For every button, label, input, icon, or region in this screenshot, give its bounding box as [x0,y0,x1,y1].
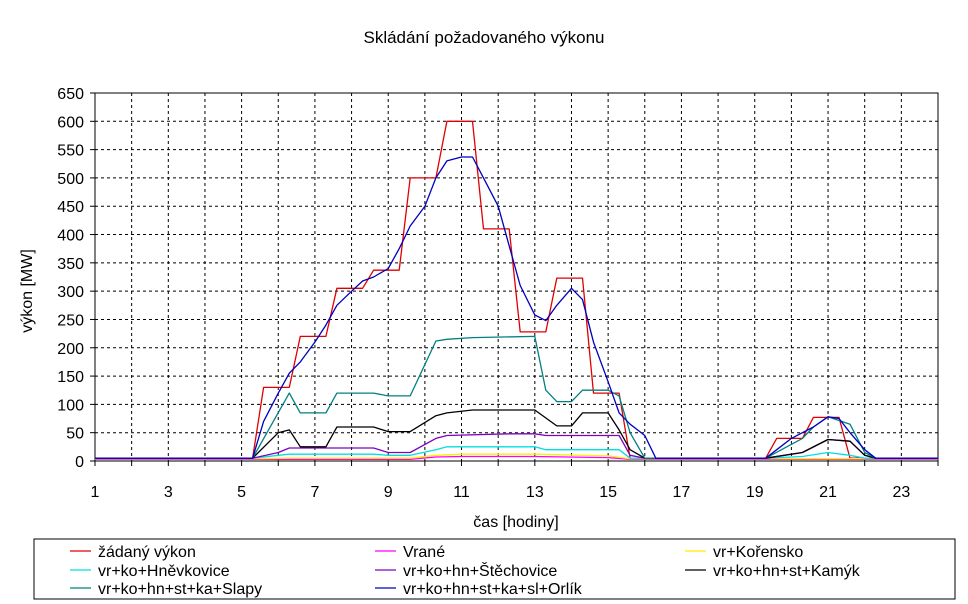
series-line-6 [95,335,938,459]
x-tick-label: 17 [673,484,691,501]
x-tick-label: 21 [819,484,837,501]
x-axis-ticks: 1 3 5 7 9 11 13 15 17 19 21 23 [91,461,939,501]
y-tick-label: 550 [57,143,84,160]
y-tick-label: 400 [57,228,84,245]
x-tick-label: 1 [91,484,100,501]
x-axis-label: čas [hodiny] [473,514,558,531]
y-tick-label: 350 [57,256,84,273]
legend-label: vr+ko+Hněvkovice [98,563,230,580]
y-axis-ticks: 0 50 100 150 200 250 300 350 400 450 500 550 600 650 [57,86,95,471]
series-line-7 [95,156,938,459]
plot-area-frame [94,92,939,462]
x-tick-label: 7 [310,484,319,501]
y-tick-label: 200 [57,341,84,358]
series-line-3 [95,446,938,459]
chart-title: Skládání požadovaného výkonu [363,28,604,47]
y-tick-label: 450 [57,199,84,216]
x-tick-label: 3 [164,484,173,501]
y-tick-label: 600 [57,114,84,131]
y-tick-label: 650 [57,86,84,103]
y-tick-label: 300 [57,284,84,301]
series-line-0 [95,120,938,459]
legend-label: vr+ko+hn+st+ka+sl+Orlík [403,581,583,598]
legend-box [33,538,956,600]
series-line-1 [95,455,938,460]
gridlines [95,93,938,461]
y-tick-label: 500 [57,171,84,188]
y-tick-label: 150 [57,369,84,386]
x-tick-label: 19 [746,484,764,501]
x-tick-label: 5 [237,484,246,501]
legend: žádaný výkon Vrané vr+Kořensko vr+ko+Hněvko… [70,544,861,598]
series-line-2 [95,453,938,460]
y-axis-label: výkon [MW] [19,249,36,333]
legend-label: vr+ko+hn+st+Kamýk [713,563,861,580]
y-tick-label: 250 [57,312,84,329]
series-lines [95,120,938,460]
y-tick-label: 100 [57,397,84,414]
x-tick-label: 23 [892,484,910,501]
y-tick-label: 0 [75,454,84,471]
x-tick-label: 13 [526,484,544,501]
legend-label: vr+ko+hn+st+ka+Slapy [98,581,262,598]
legend-label: vr+Kořensko [713,544,803,561]
legend-label: Vrané [403,544,445,561]
y-tick-label: 50 [66,426,84,443]
x-tick-label: 11 [453,484,470,501]
legend-label: vr+ko+hn+Štěchovice [403,561,557,580]
x-tick-label: 9 [384,484,393,501]
x-tick-label: 15 [599,484,617,501]
legend-label: žádaný výkon [98,544,196,561]
series-line-5 [95,409,938,459]
